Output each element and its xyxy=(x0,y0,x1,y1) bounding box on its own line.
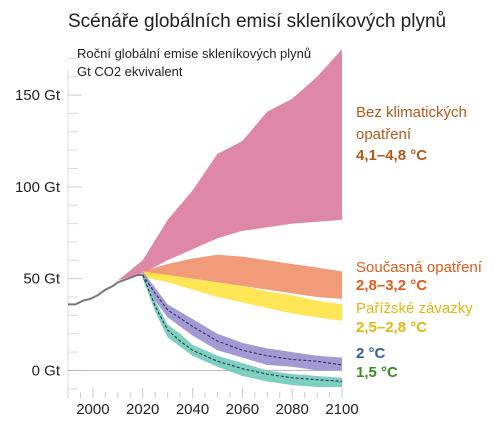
band-2-c xyxy=(142,271,342,371)
chart-title: Scénáře globálních emisí skleníkových pl… xyxy=(68,11,446,32)
label-bez-klimatickych-opatreni-range: 4,1–4,8 °C xyxy=(356,147,427,164)
x-tick-label: 2080 xyxy=(275,401,308,418)
y-tick-label: 100 Gt xyxy=(15,179,61,196)
label-2-c-line-1: 2 °C xyxy=(356,345,386,362)
median-1-5-c xyxy=(142,274,343,383)
y-tick-label: 50 Gt xyxy=(23,271,61,288)
band-soucasna-opatreni xyxy=(142,254,342,299)
label-parizske-zavazky-line-1: Pařížské závazky xyxy=(356,300,473,317)
label-1-5-c-line-1: 1,5 °C xyxy=(356,364,398,381)
label-soucasna-opatreni-range: 2,8–3,2 °C xyxy=(356,277,427,294)
band-bez-klimatickych-opatreni xyxy=(117,49,343,281)
label-soucasna-opatreni-line-1: Současná opatření xyxy=(356,259,483,276)
x-axis: 2000 2020 2040 2060 2080 2100 xyxy=(67,388,359,418)
x-tick-label: 2040 xyxy=(176,401,209,418)
scenario-labels: Bez klimatických opatření 4,1–4,8 °C Součas… xyxy=(356,104,483,381)
x-tick-label: 2100 xyxy=(325,401,358,418)
chart-subtitle-line-2: Gt CO2 ekvivalent xyxy=(77,64,183,79)
label-bez-klimatickych-opatreni-line-1: Bez klimatických xyxy=(356,104,467,121)
label-bez-klimatickych-opatreni-line-2: opatření xyxy=(356,126,412,143)
historical-line xyxy=(68,273,143,306)
label-parizske-zavazky-range: 2,5–2,8 °C xyxy=(356,319,427,336)
band-1-5-c xyxy=(142,271,342,387)
scenario-lines xyxy=(68,273,343,383)
x-tick-label: 2000 xyxy=(76,401,109,418)
chart-subtitle-line-1: Roční globální emise skleníkových plynů xyxy=(77,46,311,61)
x-tick-label: 2060 xyxy=(226,401,259,418)
scenario-bands xyxy=(117,49,343,387)
band-parizske-zavazky xyxy=(142,271,342,321)
y-tick-label: 0 Gt xyxy=(32,362,61,379)
x-tick-label: 2020 xyxy=(126,401,159,418)
median-2-c xyxy=(142,274,343,366)
y-axis: 0 Gt 50 Gt 100 Gt 150 Gt xyxy=(15,57,342,398)
y-tick-label: 150 Gt xyxy=(15,87,61,104)
